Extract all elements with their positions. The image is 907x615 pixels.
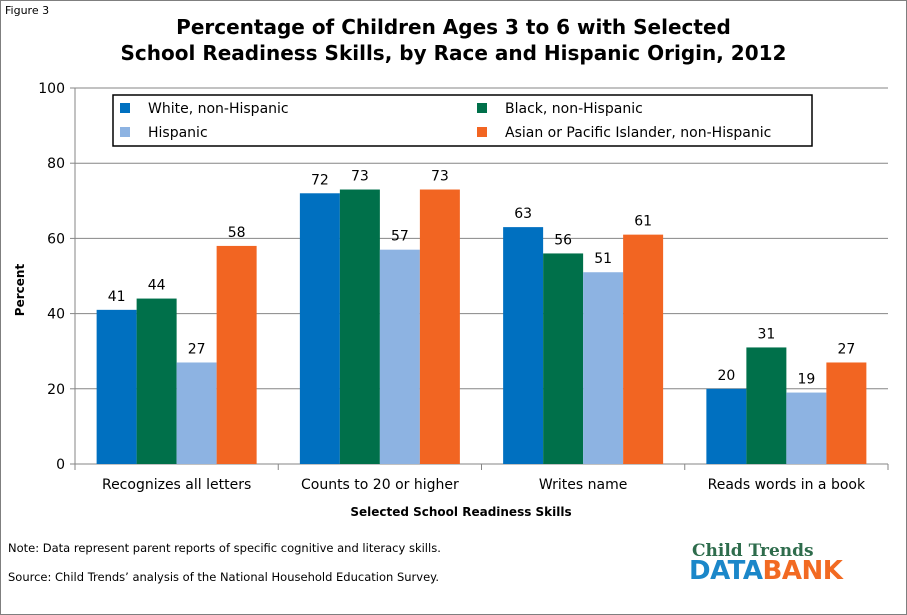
data-label: 27 [188, 341, 206, 357]
legend-label: Asian or Pacific Islander, non-Hispanic [505, 125, 771, 141]
legend-swatch [120, 103, 130, 113]
footnote: Note: Data represent parent reports of s… [8, 541, 441, 555]
legend-label: Black, non-Hispanic [505, 101, 643, 117]
y-tick-label: 100 [38, 81, 65, 97]
data-label: 56 [554, 232, 572, 248]
figure-label: Figure 3 [5, 4, 50, 17]
bar [176, 362, 217, 464]
y-axis-title: Percent [13, 264, 27, 317]
bar [543, 253, 584, 464]
logo-text-data: DATA [689, 556, 763, 586]
bar [746, 347, 787, 464]
bar [136, 298, 177, 464]
y-tick-label: 0 [56, 457, 65, 473]
legend-swatch [120, 127, 130, 137]
bar [96, 309, 137, 464]
bar [299, 193, 340, 464]
data-label: 73 [431, 169, 449, 185]
x-tick-label: Counts to 20 or higher [301, 477, 459, 493]
chart-title-line-2: School Readiness Skills, by Race and His… [120, 41, 787, 65]
data-label: 51 [594, 251, 612, 267]
source-note: Source: Child Trends’ analysis of the Na… [8, 570, 439, 584]
data-label: 58 [228, 225, 246, 241]
y-tick-label: 60 [47, 231, 65, 247]
data-label: 27 [837, 341, 855, 357]
legend-box [112, 94, 813, 147]
bar [379, 249, 420, 464]
data-label: 19 [797, 372, 815, 388]
x-tick-label: Reads words in a book [708, 477, 866, 493]
bar [583, 272, 624, 464]
data-label: 44 [148, 278, 166, 294]
x-tick-label: Writes name [539, 477, 627, 493]
bar [623, 234, 664, 464]
x-axis-title: Selected School Readiness Skills [350, 505, 571, 519]
bar [216, 245, 257, 464]
bar [419, 189, 460, 464]
y-tick-label: 40 [47, 307, 65, 323]
bar [826, 362, 867, 464]
legend-label: Hispanic [148, 125, 208, 141]
logo-text-bank: BANK [762, 556, 843, 586]
chart-title-line-1: Percentage of Children Ages 3 to 6 with … [176, 15, 731, 39]
data-label: 31 [757, 326, 775, 342]
bar [706, 388, 747, 464]
bar [503, 227, 544, 464]
data-label: 61 [634, 214, 652, 230]
bar [786, 392, 827, 464]
y-tick-label: 80 [47, 156, 65, 172]
legend-swatch [477, 127, 487, 137]
bar [339, 189, 380, 464]
logo-text-top: Child Trends [692, 541, 814, 561]
logo-text-bottom: DATABANK [689, 556, 843, 586]
data-label: 57 [391, 229, 409, 245]
bars [96, 189, 867, 464]
data-label: 72 [311, 172, 329, 188]
data-label: 20 [717, 368, 735, 384]
data-label: 41 [108, 289, 126, 305]
chart-title: Percentage of Children Ages 3 to 6 with … [0, 14, 907, 66]
legend-label: White, non-Hispanic [148, 101, 289, 117]
x-tick-label: Recognizes all letters [102, 477, 251, 493]
legend: White, non-Hispanic Black, non-Hispanic Hi… [112, 94, 813, 147]
data-label: 63 [514, 206, 532, 222]
legend-swatch [477, 103, 487, 113]
y-tick-label: 20 [47, 382, 65, 398]
data-label: 73 [351, 169, 369, 185]
child-trends-databank-logo: Child Trends DATABANK [689, 541, 869, 589]
data-labels: 41 44 27 58 72 73 57 73 63 56 51 61 20 31 19 27 [108, 169, 856, 388]
